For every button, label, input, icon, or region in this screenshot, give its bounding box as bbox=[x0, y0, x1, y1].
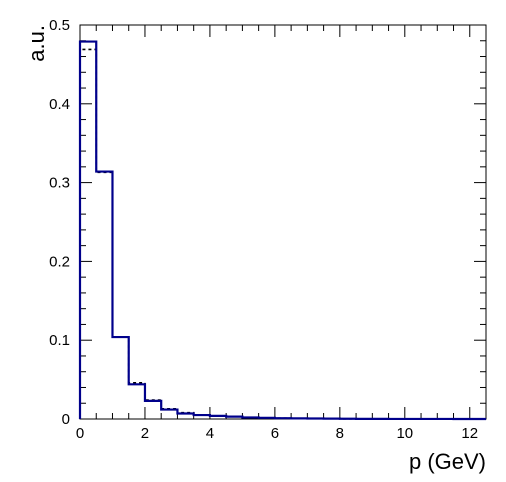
x-tick-label: 6 bbox=[271, 425, 279, 442]
x-tick-label: 4 bbox=[206, 425, 214, 442]
y-tick-label: 0.4 bbox=[49, 96, 70, 113]
x-tick-label: 0 bbox=[76, 425, 84, 442]
x-tick-label: 8 bbox=[336, 425, 344, 442]
series-layer bbox=[78, 40, 486, 421]
tick-labels: 0 2 4 6 8 10 12 0 0.1 0.2 0.3 0.4 0.5 bbox=[49, 17, 478, 442]
y-axis-title: a.u. bbox=[24, 25, 49, 62]
y-tick-label: 0.1 bbox=[49, 332, 70, 349]
x-tick-label: 2 bbox=[141, 425, 149, 442]
histogram-series-solid bbox=[78, 40, 486, 421]
x-tick-label: 12 bbox=[461, 425, 478, 442]
axis-ticks bbox=[79, 24, 487, 420]
x-tick-label: 10 bbox=[396, 425, 413, 442]
y-tick-label: 0.5 bbox=[49, 17, 70, 34]
y-tick-label: 0.3 bbox=[49, 175, 70, 192]
x-axis-title: p (GeV) bbox=[409, 449, 486, 474]
plot-frame bbox=[79, 24, 487, 420]
histogram-series-dashed bbox=[79, 48, 486, 420]
y-tick-label: 0.2 bbox=[49, 253, 70, 270]
y-tick-label: 0 bbox=[62, 411, 70, 428]
